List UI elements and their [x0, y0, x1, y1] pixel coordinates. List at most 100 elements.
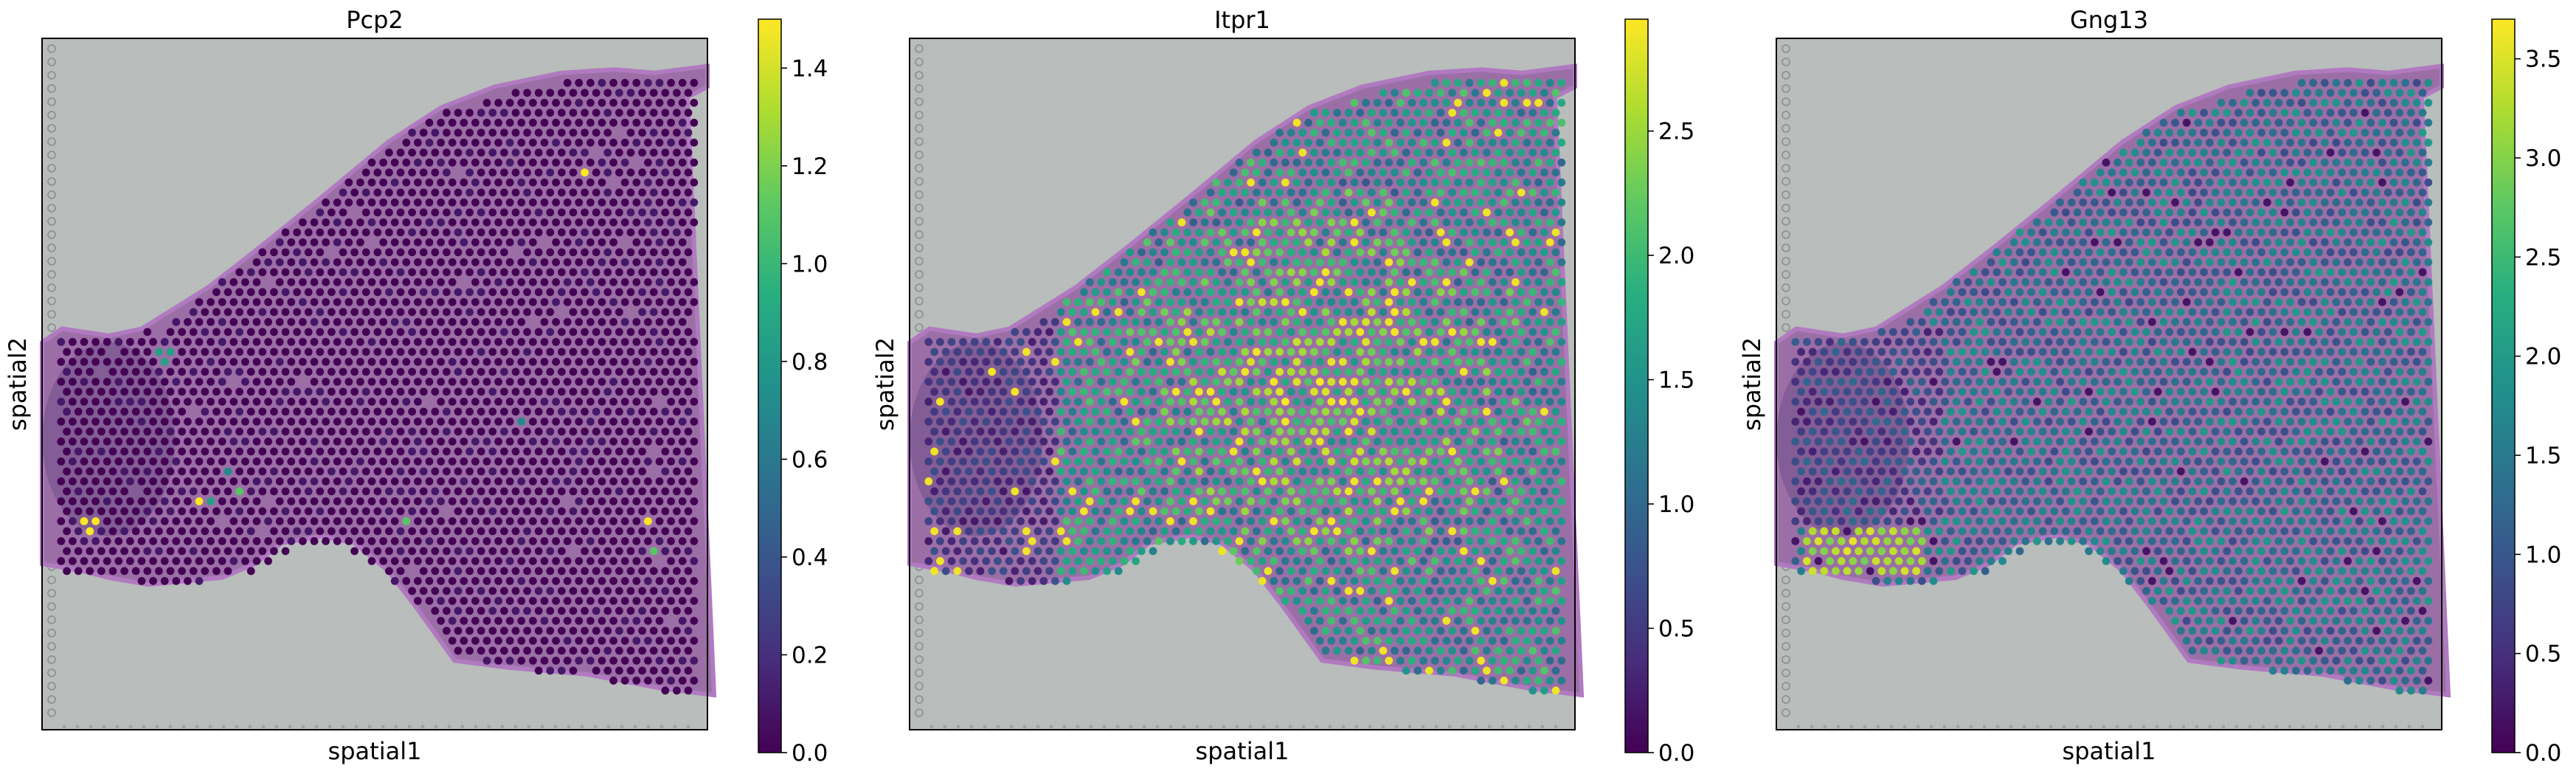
spot — [1344, 288, 1353, 297]
spot — [1477, 557, 1485, 565]
spot — [488, 607, 497, 615]
spot — [982, 497, 991, 505]
spot — [1488, 278, 1497, 286]
spot — [1471, 567, 1480, 576]
spot — [1391, 89, 1399, 97]
spot — [2280, 128, 2289, 137]
spot — [586, 617, 595, 625]
spot — [1028, 438, 1036, 446]
spot — [999, 487, 1008, 496]
spot — [1339, 118, 1347, 127]
spot — [1183, 427, 1192, 436]
spot — [598, 198, 606, 207]
spot — [379, 198, 387, 207]
spot — [1327, 457, 1336, 466]
spot — [1149, 268, 1157, 277]
spot — [1402, 268, 1410, 277]
spot — [1408, 358, 1416, 366]
spot — [1224, 338, 1232, 346]
spot — [339, 228, 347, 237]
spot — [264, 418, 272, 426]
spot — [1500, 318, 1509, 326]
spot — [1212, 318, 1221, 326]
spot — [178, 367, 187, 376]
spot — [626, 646, 635, 655]
spot — [2188, 128, 2197, 137]
spot — [471, 398, 479, 406]
spot — [414, 477, 422, 486]
spot — [460, 338, 468, 346]
spot — [1465, 258, 1474, 266]
spot — [1270, 517, 1278, 525]
spot — [1454, 557, 1462, 565]
spot — [1028, 577, 1036, 585]
spot — [2182, 118, 2191, 127]
spot — [1321, 128, 1330, 137]
spot — [1362, 657, 1370, 665]
spot — [1494, 626, 1503, 635]
spot — [1465, 358, 1474, 366]
spot — [684, 527, 693, 536]
spot — [437, 438, 445, 446]
spot — [373, 268, 382, 277]
spot — [1517, 487, 1526, 496]
spot — [350, 308, 359, 317]
spot — [1391, 447, 1399, 456]
spot — [615, 547, 623, 556]
spot — [103, 418, 111, 426]
spot — [1528, 148, 1537, 157]
spot — [523, 567, 531, 576]
spot — [1408, 637, 1416, 645]
spot — [131, 407, 140, 416]
spot — [2263, 138, 2271, 147]
spot — [465, 427, 474, 436]
spot — [1085, 517, 1094, 525]
spot — [1356, 646, 1365, 655]
spot — [1327, 398, 1336, 406]
spot — [270, 407, 278, 416]
spot — [1534, 477, 1543, 486]
spot — [632, 338, 641, 346]
spot — [1517, 587, 1526, 595]
spot — [1402, 487, 1410, 496]
spot — [1391, 148, 1399, 157]
spot — [1022, 427, 1031, 436]
spot — [1315, 637, 1324, 645]
spot — [523, 487, 531, 496]
spot — [477, 228, 485, 237]
spot — [1430, 557, 1439, 565]
spot — [367, 477, 376, 486]
spot — [287, 418, 296, 426]
spot — [1483, 467, 1491, 476]
colorbar: 0.00.20.40.60.81.01.21.4 — [758, 18, 828, 767]
spot — [632, 597, 641, 605]
spot — [1488, 318, 1497, 326]
spot — [1373, 138, 1382, 147]
spot — [563, 278, 572, 286]
spot — [575, 218, 584, 227]
spot — [558, 128, 566, 137]
spot — [1488, 657, 1497, 665]
spot — [448, 398, 457, 406]
spot — [523, 427, 531, 436]
spot — [1160, 387, 1168, 396]
spot — [1356, 427, 1365, 436]
spot — [1391, 328, 1399, 336]
spot — [603, 188, 612, 197]
spot — [1396, 398, 1405, 406]
spot — [333, 418, 342, 426]
spot — [1448, 447, 1456, 456]
spot — [655, 457, 664, 466]
spot — [212, 387, 221, 396]
spot — [1506, 507, 1514, 516]
spot — [673, 268, 681, 277]
spot — [1235, 358, 1244, 366]
spot — [1477, 238, 1485, 246]
spot — [252, 517, 261, 525]
spot — [690, 378, 699, 386]
spot — [316, 507, 325, 516]
spot — [1183, 208, 1192, 217]
spot — [1062, 298, 1071, 306]
spot — [1028, 477, 1036, 486]
spot — [1534, 358, 1543, 366]
